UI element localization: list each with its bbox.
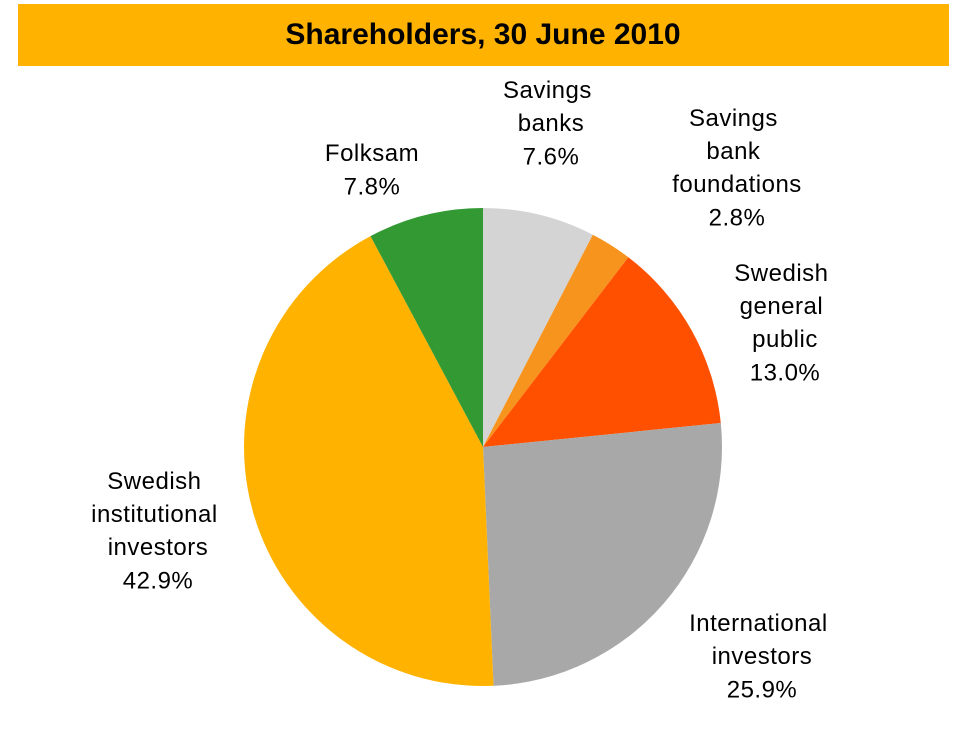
value-label: 7.6% bbox=[523, 143, 580, 170]
value-label: 25.9% bbox=[727, 676, 798, 703]
slice-label: International investors bbox=[689, 610, 835, 670]
pie-slice bbox=[483, 208, 593, 447]
pie-slice bbox=[483, 423, 722, 686]
slice-label: Swedish general public bbox=[734, 260, 835, 353]
pie-slice bbox=[483, 234, 629, 447]
title-bar bbox=[18, 4, 949, 66]
value-label: 2.8% bbox=[709, 204, 766, 231]
slice-label: Folksam bbox=[325, 140, 419, 167]
pie-slice bbox=[244, 236, 494, 686]
pie-slice bbox=[370, 208, 483, 447]
slice-label: Savings bank foundations bbox=[672, 105, 802, 198]
value-label: 13.0% bbox=[750, 359, 821, 386]
value-label: 7.8% bbox=[344, 173, 401, 200]
pie-slice bbox=[483, 257, 721, 447]
slice-label: Swedish institutional investors bbox=[91, 468, 225, 561]
chart-title: Shareholders, 30 June 2010 bbox=[285, 18, 680, 51]
value-label: 42.9% bbox=[123, 567, 194, 594]
slice-label: Savings banks bbox=[503, 77, 599, 137]
